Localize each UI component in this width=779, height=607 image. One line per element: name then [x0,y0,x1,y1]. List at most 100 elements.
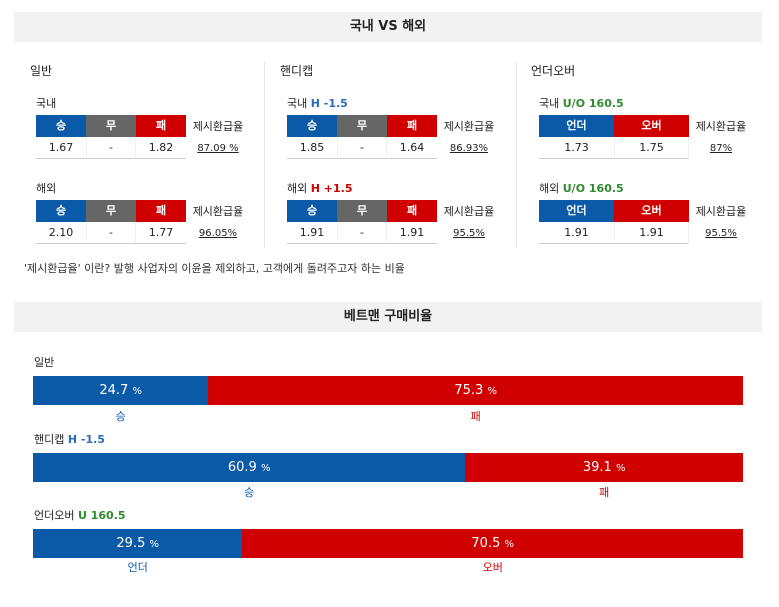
odds-win: 1.67 [36,137,86,159]
ratio-label-overunder: 언더오버 U 160.5 [34,507,126,523]
col-draw: 무 [337,115,387,137]
rate-label: 제시환급율 [192,205,244,218]
col-win: 승 [36,200,86,222]
rate-label: 제시환급율 [695,205,747,218]
region-label: 해외 [287,182,308,195]
section-title-overunder: 언더오버 [531,64,576,78]
rate-value: 96.05% [198,227,238,239]
col-win: 승 [287,115,337,137]
ratio-left-name: 승 [115,410,126,423]
rate-value: 95.5% [705,227,737,239]
col-draw: 무 [86,115,136,137]
ratio-right-value: 70.5 [471,536,501,551]
ratio-seg-right: 75.3 % [208,376,743,405]
ratio-right-name: 오버 [482,561,503,574]
header-betman-ratio: 베트맨 구매비율 [14,302,762,332]
ratio-unit: % [615,463,626,474]
ratio-label: 언더오버 [34,509,75,522]
odds-overunder-domestic: 국내 U/O 160.5 언더 오버 제시환급율 1.73 1.75 87% [539,96,759,159]
ratio-seg-left: 24.7 % [33,376,209,405]
handicap-value: H -1.5 [67,433,105,446]
ratio-unit: % [504,539,515,550]
col-lose: 패 [387,115,437,137]
ratio-left-value: 29.5 [116,536,146,551]
ratio-seg-right: 39.1 % [465,453,743,482]
odds-handicap-overseas: 해외 H +1.5 승 무 패 제시환급율 1.91 - 1.91 95.5% [287,181,507,244]
ratio-label-general: 일반 [34,354,54,370]
region-label: 해외 [36,182,57,195]
odds-under: 1.73 [539,137,614,159]
ratio-right-name: 패 [599,486,610,499]
col-lose: 패 [387,200,437,222]
odds-handicap-domestic: 국내 H -1.5 승 무 패 제시환급율 1.85 - 1.64 86.93% [287,96,507,159]
region-label: 국내 [36,97,57,110]
section-title-handicap: 핸디캡 [280,64,314,78]
header-domestic-vs-overseas: 국내 VS 해외 [14,12,762,42]
odds-under: 1.91 [539,222,614,244]
ratio-bar-overunder: 29.5 % 70.5 % [33,529,743,558]
ratio-left-value: 24.7 [99,383,129,398]
col-over: 오버 [614,115,689,137]
divider [516,62,517,248]
odds-general-overseas: 해외 승 무 패 제시환급율 2.10 - 1.77 96.05% [36,181,256,244]
region-label: 해외 [539,182,560,195]
rate-label: 제시환급율 [443,120,495,133]
ratio-seg-left: 60.9 % [33,453,466,482]
odds-overunder-overseas: 해외 U/O 160.5 언더 오버 제시환급율 1.91 1.91 95.5% [539,181,759,244]
ratio-left-name: 승 [244,486,255,499]
rate-value: 87% [709,142,733,154]
rate-label: 제시환급율 [192,120,244,133]
odds-lose: 1.91 [387,222,437,244]
odds-over: 1.75 [614,137,689,159]
ratio-right-value: 39.1 [582,460,612,475]
region-label: 국내 [287,97,308,110]
odds-general-domestic: 국내 승 무 패 제시환급율 1.67 - 1.82 87.09 % [36,96,256,159]
section-title-general: 일반 [30,64,53,78]
rate-label: 제시환급율 [695,120,747,133]
refund-rate-note: '제시환급율' 이란? 발행 사업자의 이윤을 제외하고, 고객에게 돌려주고자… [24,262,405,275]
odds-win: 1.85 [287,137,337,159]
odds-lose: 1.82 [136,137,186,159]
rate-value: 87.09 % [197,142,239,154]
col-draw: 무 [86,200,136,222]
ratio-unit: % [260,463,271,474]
ratio-seg-left: 29.5 % [33,529,243,558]
ratio-right-value: 75.3 [454,383,484,398]
ratio-label: 핸디캡 [34,433,65,446]
col-win: 승 [36,115,86,137]
odds-draw: - [337,222,387,244]
odds-win: 1.91 [287,222,337,244]
handicap-value: H -1.5 [310,97,348,110]
ratio-unit: % [132,386,142,397]
ratio-label: 일반 [34,356,55,369]
ratio-left-value: 60.9 [227,460,257,475]
col-lose: 패 [136,200,186,222]
rate-value: 86.93% [449,142,489,154]
ratio-bar-handicap: 60.9 % 39.1 % [33,453,743,482]
line-value: U 160.5 [77,509,126,522]
rate-value: 95.5% [453,227,485,239]
region-label: 국내 [539,97,560,110]
line-value: U/O 160.5 [562,182,624,195]
ratio-bar-general: 24.7 % 75.3 % [33,376,743,405]
ratio-seg-right: 70.5 % [242,529,743,558]
odds-draw: - [337,137,387,159]
ratio-unit: % [149,539,160,550]
odds-draw: - [86,222,136,244]
ratio-label-handicap: 핸디캡 H -1.5 [34,431,105,447]
divider [264,62,265,248]
ratio-left-name: 언더 [127,561,148,574]
col-win: 승 [287,200,337,222]
odds-lose: 1.64 [387,137,437,159]
odds-lose: 1.77 [136,222,186,244]
col-lose: 패 [136,115,186,137]
col-over: 오버 [614,200,689,222]
col-draw: 무 [337,200,387,222]
odds-draw: - [86,137,136,159]
rate-label: 제시환급율 [443,205,495,218]
handicap-value: H +1.5 [310,182,353,195]
line-value: U/O 160.5 [562,97,624,110]
col-under: 언더 [539,115,614,137]
odds-over: 1.91 [614,222,689,244]
odds-win: 2.10 [36,222,86,244]
